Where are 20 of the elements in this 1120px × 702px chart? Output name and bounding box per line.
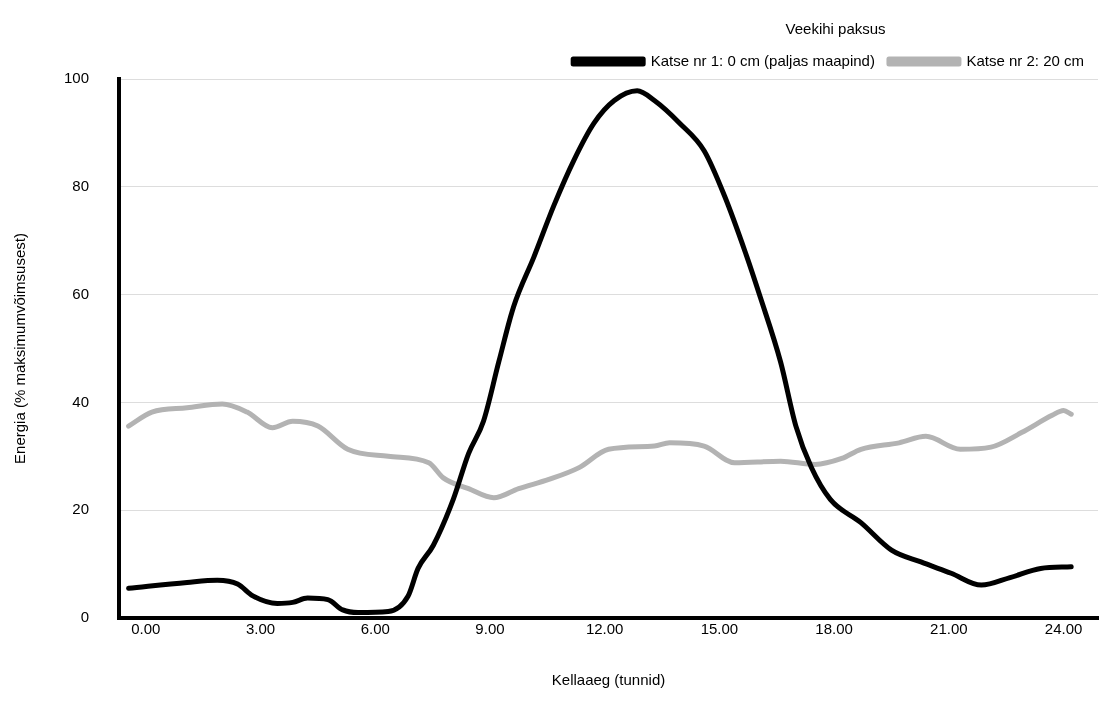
x-axis-title: Kellaaeg (tunnid)	[551, 671, 666, 689]
legend-label: Katse nr 1: 0 cm (paljas maapind)	[650, 51, 875, 69]
x-tick-label: 9.00	[475, 620, 505, 638]
x-tick-label: 3.00	[245, 620, 276, 638]
y-tick-label: 60	[72, 284, 90, 302]
y-tick-label: 80	[72, 176, 90, 194]
x-tick-label: 18.00	[815, 620, 853, 638]
legend-label: Katse nr 2: 20 cm	[966, 51, 1085, 69]
y-tick-label: 100	[64, 69, 90, 87]
x-tick-label: 24.00	[1044, 620, 1083, 638]
y-tick-label: 40	[72, 392, 90, 410]
y-tick-label: 0	[80, 608, 90, 626]
x-tick-label: 15.00	[700, 620, 739, 638]
x-tick-label: 21.00	[930, 620, 968, 638]
x-tick-label: 0.00	[131, 620, 161, 638]
y-axis-title: Energia (% maksimumvõimsusest)	[11, 233, 29, 464]
legend-title: Veekihi paksus	[785, 19, 886, 37]
x-tick-label: 12.00	[585, 620, 624, 638]
x-tick-label: 6.00	[360, 620, 390, 638]
y-tick-label: 20	[72, 500, 90, 518]
